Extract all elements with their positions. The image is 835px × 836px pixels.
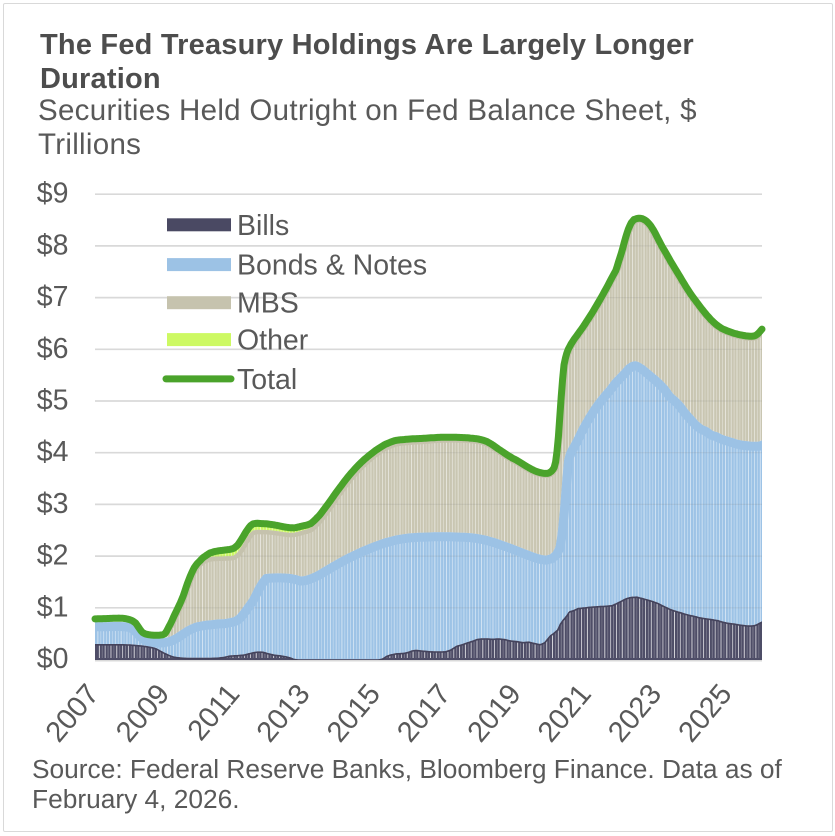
- svg-text:$0: $0: [37, 643, 69, 675]
- svg-text:2015: 2015: [321, 678, 387, 748]
- svg-text:$9: $9: [37, 178, 69, 210]
- svg-text:2025: 2025: [672, 678, 738, 748]
- svg-text:$4: $4: [37, 436, 69, 468]
- svg-text:2007: 2007: [40, 678, 106, 748]
- svg-text:2021: 2021: [532, 678, 598, 748]
- svg-text:$2: $2: [37, 540, 69, 572]
- svg-text:2019: 2019: [462, 678, 528, 748]
- svg-text:Total: Total: [237, 364, 297, 396]
- svg-text:2023: 2023: [602, 678, 668, 748]
- svg-text:$1: $1: [37, 591, 69, 623]
- svg-text:$3: $3: [37, 488, 69, 520]
- svg-text:2017: 2017: [391, 678, 457, 748]
- svg-text:$6: $6: [37, 333, 69, 365]
- svg-text:2011: 2011: [182, 678, 247, 746]
- svg-text:MBS: MBS: [237, 288, 299, 320]
- svg-text:$8: $8: [37, 229, 69, 261]
- svg-text:$7: $7: [37, 281, 69, 313]
- svg-text:Bonds & Notes: Bonds & Notes: [237, 250, 427, 282]
- svg-text:$5: $5: [37, 385, 69, 417]
- svg-text:2009: 2009: [110, 678, 176, 748]
- svg-text:2013: 2013: [251, 678, 317, 748]
- svg-text:Bills: Bills: [237, 210, 289, 242]
- svg-text:Other: Other: [237, 325, 309, 357]
